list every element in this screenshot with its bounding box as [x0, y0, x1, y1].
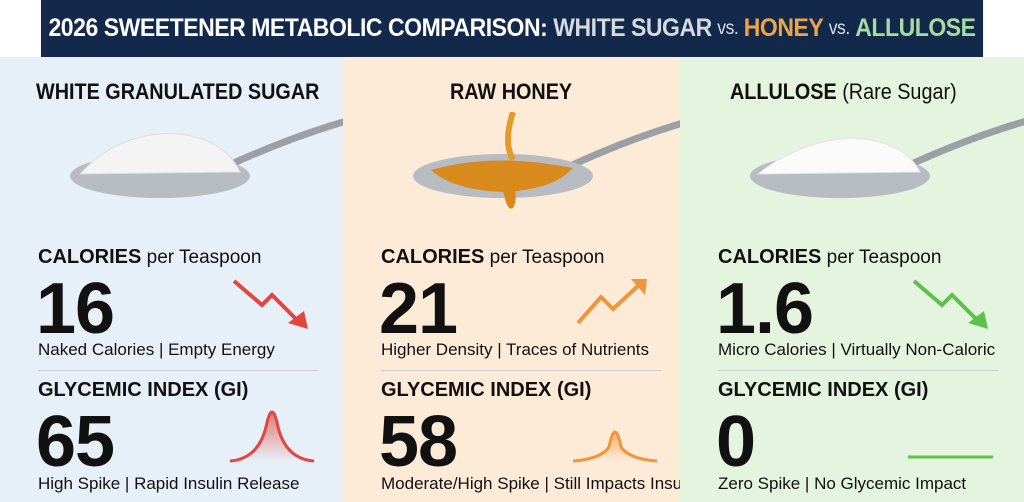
- gi-label: GLYCEMIC INDEX (GI): [381, 379, 592, 401]
- calories-value: 16: [36, 269, 115, 349]
- divider: [718, 370, 998, 371]
- up-arrow-icon: [573, 275, 653, 340]
- flat-line-icon: [908, 391, 998, 476]
- sweetener-column: WHITE GRANULATED SUGAR CALORIES per Teas…: [0, 57, 354, 502]
- sweetener-subtitle: (Rare Sugar): [842, 79, 957, 104]
- divider: [38, 370, 318, 371]
- gi-description: High Spike | Rapid Insulin Release: [38, 474, 300, 493]
- gi-description: Zero Spike | No Glycemic Impact: [718, 474, 967, 493]
- calories-description: Higher Density | Traces of Nutrients: [381, 340, 650, 359]
- calories-description: Micro Calories | Virtually Non-Caloric: [718, 340, 996, 359]
- sweetener-name: WHITE GRANULATED SUGAR: [36, 79, 320, 104]
- divider: [381, 370, 661, 371]
- spoon-image: [403, 111, 697, 232]
- gi-label: GLYCEMIC INDEX (GI): [718, 379, 929, 401]
- sweetener-column: RAW HONEY CALORIES per Teaspoon 21 Highe…: [343, 57, 699, 502]
- title-honey: HONEY: [743, 14, 824, 42]
- title-vs: vs.: [717, 17, 739, 39]
- gi-value: 0: [716, 402, 756, 482]
- gi-value: 58: [379, 402, 458, 482]
- calories-description: Naked Calories | Empty Energy: [38, 340, 275, 359]
- sweetener-column: ALLULOSE (Rare Sugar) CALORIES per Teasp…: [680, 57, 1024, 502]
- spoon-image: [60, 112, 354, 232]
- sweetener-name: ALLULOSE: [730, 79, 837, 104]
- down-arrow-icon: [910, 275, 990, 340]
- title-white-sugar: WHITE SUGAR: [553, 14, 712, 42]
- gi-label: GLYCEMIC INDEX (GI): [38, 379, 249, 401]
- moderate-spike-icon: [571, 391, 661, 476]
- gi-description: Moderate/High Spike | Still Impacts Insu…: [381, 474, 700, 493]
- sweetener-name: RAW HONEY: [450, 79, 573, 104]
- calories-value: 1.6: [716, 269, 814, 349]
- spoon-image: [740, 112, 1024, 232]
- page-title: 2026 SWEETENER METABOLIC COMPARISON: WHI…: [40, 0, 984, 57]
- column-title: ALLULOSE (Rare Sugar): [730, 79, 957, 105]
- calories-label: CALORIES per Teaspoon: [381, 246, 605, 268]
- calories-label: CALORIES per Teaspoon: [38, 246, 262, 268]
- title-vs: vs.: [828, 17, 850, 39]
- gi-value: 65: [36, 402, 115, 482]
- down-arrow-icon: [230, 275, 310, 340]
- title-allulose: ALLULOSE: [855, 14, 976, 42]
- calories-label: CALORIES per Teaspoon: [718, 246, 942, 268]
- column-title: RAW HONEY: [450, 79, 572, 105]
- high-spike-icon: [228, 391, 318, 476]
- calories-value: 21: [379, 269, 458, 349]
- title-prefix: 2026 SWEETENER METABOLIC COMPARISON:: [48, 14, 548, 42]
- column-title: WHITE GRANULATED SUGAR: [36, 79, 319, 105]
